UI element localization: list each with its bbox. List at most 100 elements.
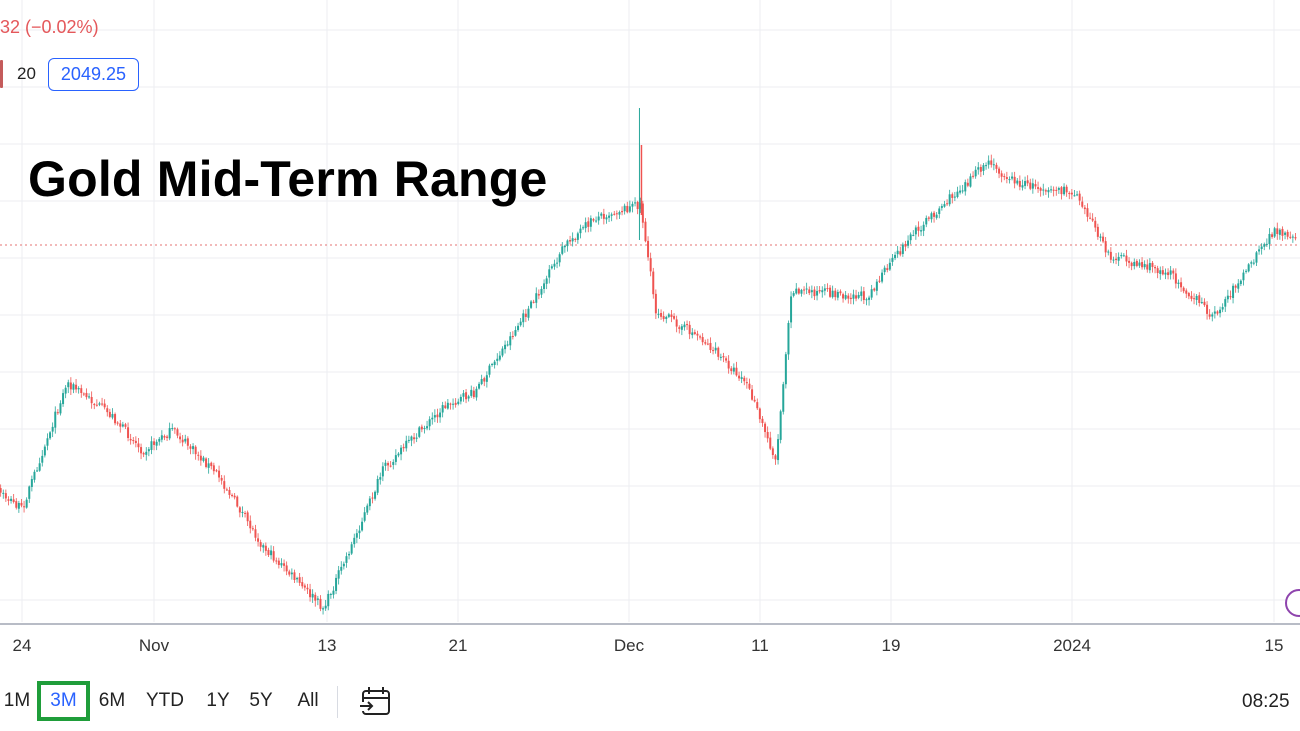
candle — [231, 493, 234, 498]
candle — [613, 210, 616, 216]
candle — [142, 451, 145, 458]
candle — [233, 493, 236, 500]
candle — [1169, 266, 1172, 280]
candle — [493, 359, 496, 369]
candle — [1128, 257, 1131, 269]
candle — [205, 457, 208, 469]
candle — [290, 568, 293, 580]
candle — [995, 162, 998, 173]
candle — [1237, 279, 1240, 293]
candle — [888, 258, 891, 271]
candle — [665, 315, 668, 324]
candle — [1008, 176, 1011, 184]
candle — [418, 425, 421, 439]
candle — [25, 497, 28, 509]
candle — [953, 191, 956, 202]
range-button-6m[interactable]: 6M — [98, 690, 126, 711]
candle — [470, 385, 473, 398]
candle — [259, 539, 262, 552]
candle — [405, 435, 408, 452]
candle — [186, 436, 189, 450]
candle — [1284, 231, 1287, 240]
candle — [267, 547, 270, 558]
candle — [992, 158, 995, 171]
candle — [1005, 171, 1008, 184]
candle — [296, 576, 299, 583]
candle — [1187, 291, 1190, 300]
candle — [1107, 249, 1110, 256]
candle — [1146, 259, 1149, 273]
range-button-5y[interactable]: 5Y — [249, 690, 273, 711]
candle — [62, 389, 65, 407]
chart-area[interactable]: 32 (−0.02%) 20 2049.25 Gold Mid-Term Ran… — [0, 0, 1300, 624]
candle — [753, 395, 756, 403]
candle — [485, 371, 488, 388]
candle — [64, 385, 67, 399]
candle — [1060, 186, 1063, 200]
candle — [964, 179, 967, 196]
candle — [982, 163, 985, 176]
candle — [1086, 203, 1089, 222]
candle — [363, 507, 366, 523]
candle — [823, 284, 826, 296]
candle — [641, 200, 644, 229]
x-tick-label: 24 — [12, 636, 32, 655]
candle — [922, 221, 925, 237]
candle — [394, 449, 397, 466]
candle — [238, 506, 241, 518]
candle — [797, 287, 800, 295]
candle — [1286, 229, 1289, 240]
candle — [652, 267, 655, 299]
range-button-ytd[interactable]: YTD — [146, 690, 184, 711]
candle — [626, 201, 629, 214]
range-button-1y[interactable]: 1Y — [206, 690, 230, 711]
candle — [639, 197, 642, 213]
time-axis[interactable]: 24 Nov 13 21 Dec 11 19 2024 15 — [0, 625, 1300, 667]
candle — [1206, 301, 1209, 320]
candle — [7, 496, 10, 506]
candle — [1154, 265, 1157, 274]
candle — [1065, 184, 1068, 197]
range-button-1m[interactable]: 1M — [3, 690, 31, 711]
candle — [535, 287, 538, 309]
candle — [870, 284, 873, 300]
candle — [207, 458, 210, 474]
range-button-all[interactable]: All — [297, 690, 319, 711]
candle — [433, 409, 436, 423]
candle — [402, 443, 405, 452]
candle — [428, 416, 431, 431]
candle — [1102, 232, 1105, 244]
candle — [810, 285, 813, 299]
candle — [1226, 289, 1229, 303]
candle — [686, 320, 689, 330]
candle — [774, 453, 777, 465]
candle — [673, 313, 676, 321]
candle — [181, 435, 184, 447]
candle — [1000, 170, 1003, 183]
candle — [459, 394, 462, 405]
candle — [751, 384, 754, 401]
candle — [36, 466, 39, 473]
candle — [54, 406, 57, 434]
candle — [821, 286, 824, 298]
candle — [329, 592, 332, 599]
candle — [90, 391, 93, 409]
candle — [4, 489, 7, 502]
candle — [441, 401, 444, 418]
candle — [550, 264, 553, 270]
candle — [1050, 185, 1053, 193]
price-chart[interactable] — [0, 0, 1300, 624]
candle — [415, 433, 418, 443]
ma-color-swatch — [0, 60, 3, 88]
candle — [38, 457, 41, 472]
candle — [595, 216, 598, 223]
candle — [12, 493, 15, 504]
candle — [758, 407, 761, 423]
candle — [784, 351, 787, 389]
calendar-arrow-icon[interactable] — [358, 685, 394, 719]
range-button-3m[interactable]: 3M — [37, 681, 90, 721]
candle — [220, 474, 223, 485]
candle — [764, 421, 767, 438]
candle — [1151, 260, 1154, 273]
candle — [600, 212, 603, 219]
